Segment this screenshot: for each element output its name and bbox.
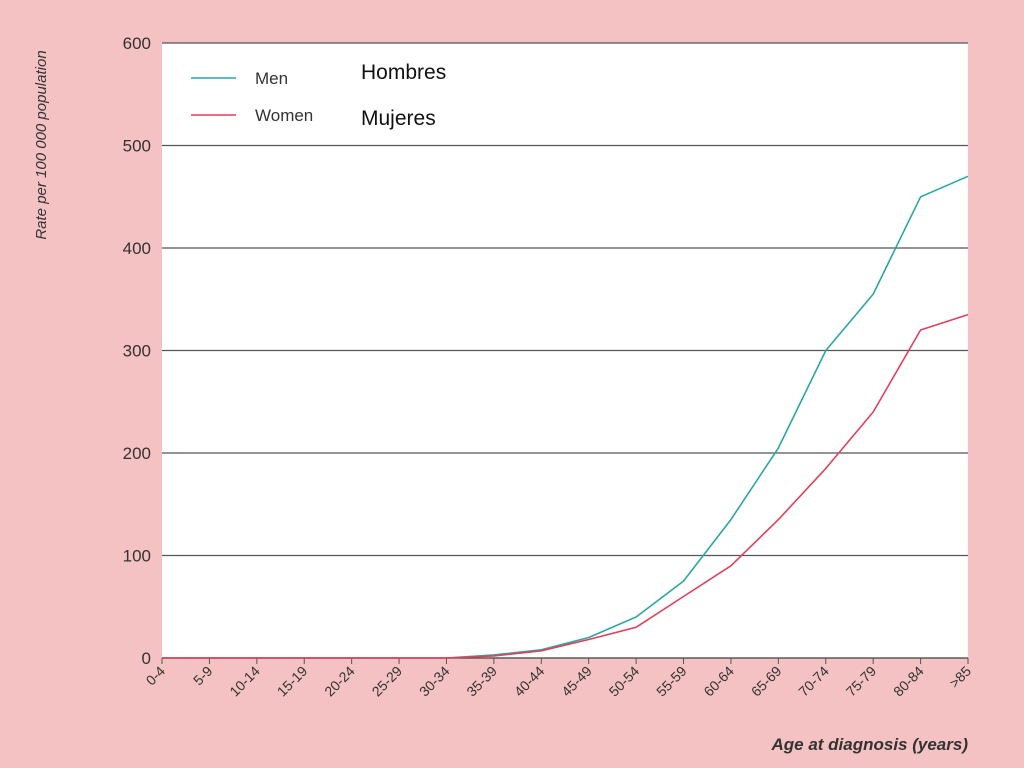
- x-tick-label: 10-14: [226, 663, 263, 700]
- x-tick-label: 20-24: [321, 663, 358, 700]
- y-tick-label: 200: [123, 444, 151, 463]
- y-axis-label: Rate per 100 000 population: [33, 50, 50, 239]
- x-tick-label: 80-84: [890, 663, 927, 700]
- x-tick-label: 55-59: [653, 663, 690, 700]
- x-tick-label: 35-39: [463, 663, 500, 700]
- legend: Men Women: [191, 69, 313, 125]
- y-tick-labels: 0 100 200 300 400 500 600: [123, 34, 151, 668]
- x-axis-label: Age at diagnosis (years): [770, 735, 968, 754]
- legend-label: Women: [255, 106, 313, 125]
- y-tick-label: 300: [123, 342, 151, 361]
- x-tick-label: >85: [946, 663, 974, 691]
- x-tick-label: 30-34: [416, 663, 453, 700]
- x-tick-label: 70-74: [795, 663, 832, 700]
- x-tick-label: 45-49: [558, 663, 595, 700]
- y-tick-label: 400: [123, 239, 151, 258]
- x-tick-label: 40-44: [511, 663, 548, 700]
- y-tick-label: 0: [142, 649, 151, 668]
- x-tick-label: 60-64: [700, 663, 737, 700]
- men-translation-label: Hombres: [361, 61, 447, 84]
- x-tick-label: 5-9: [190, 663, 216, 689]
- x-tick-label: 75-79: [843, 663, 880, 700]
- women-translation-label: Mujeres: [361, 107, 436, 130]
- x-tick-label: 15-19: [274, 663, 311, 700]
- legend-label: Men: [255, 69, 288, 88]
- x-tick-label: 50-54: [606, 663, 643, 700]
- series-lines: [162, 175, 969, 659]
- y-tick-label: 100: [123, 547, 151, 566]
- x-tick-labels: 0-4 5-9 10-14 15-19 20-24 25-29 30-34 35-39 40-4…: [142, 658, 974, 699]
- y-tick-label: 500: [123, 137, 151, 156]
- x-tick-label: 25-29: [369, 663, 406, 700]
- y-tick-label: 600: [123, 34, 151, 53]
- series-line-women: [162, 313, 969, 659]
- x-tick-label: 65-69: [748, 663, 785, 700]
